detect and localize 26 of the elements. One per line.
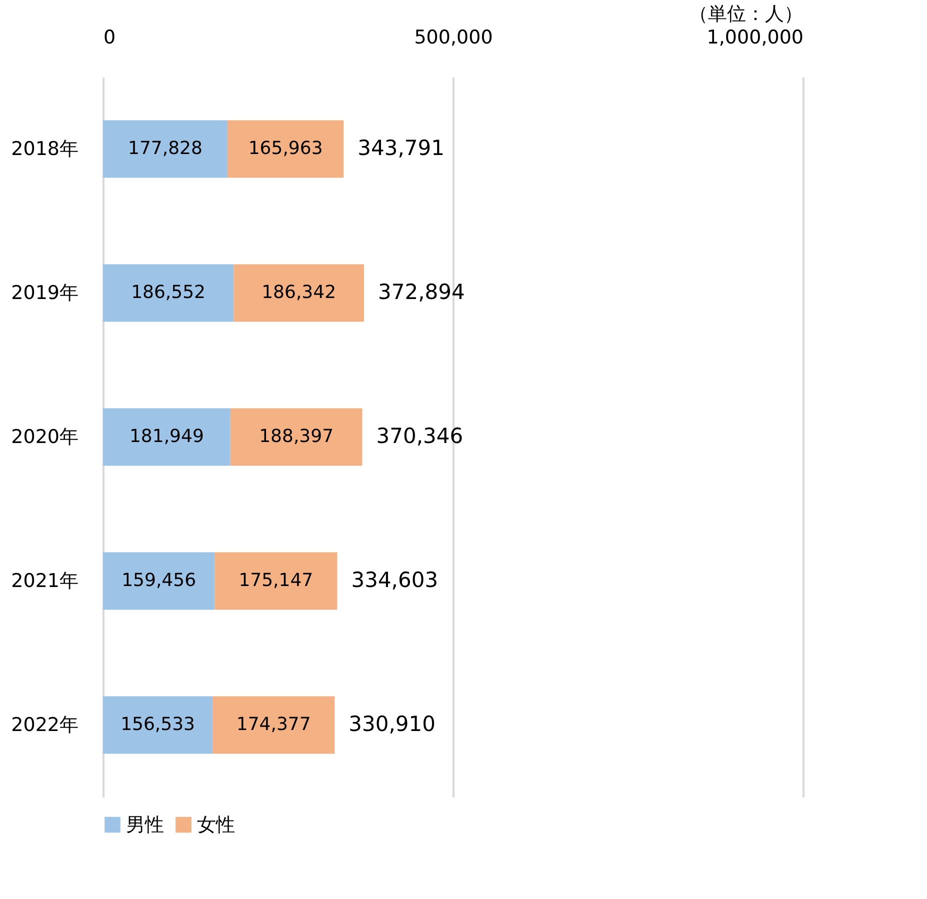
y-tick-label: 2021年 [11,570,78,592]
legend-label: 男性 [126,814,164,836]
data-label: 159,456 [122,570,196,591]
total-label: 330,910 [348,712,436,736]
x-tick-label: 1,000,000 [706,26,804,48]
y-tick-label: 2022年 [11,714,78,736]
total-label: 372,894 [378,280,465,304]
data-label: 188,397 [259,426,334,447]
data-label: 181,949 [129,426,204,447]
total-label: 334,603 [351,568,438,592]
total-label: 343,791 [358,136,444,160]
y-tick-label: 2019年 [11,282,78,304]
data-label: 186,552 [131,282,206,303]
total-label: 370,346 [376,424,464,448]
data-label: 165,963 [248,138,323,159]
data-label: 186,342 [262,282,336,303]
y-tick-label: 2020年 [11,426,78,448]
x-tick-label: 0 [104,26,116,48]
legend-label: 女性 [197,814,235,836]
text: （単位：人） [689,3,803,25]
data-label: 177,828 [128,138,202,159]
data-label: 174,377 [236,714,311,735]
data-label: 175,147 [238,570,314,591]
data-label: 156,533 [120,714,196,735]
y-tick-label: 2018年 [11,138,78,160]
x-tick-label: 500,000 [414,26,493,48]
